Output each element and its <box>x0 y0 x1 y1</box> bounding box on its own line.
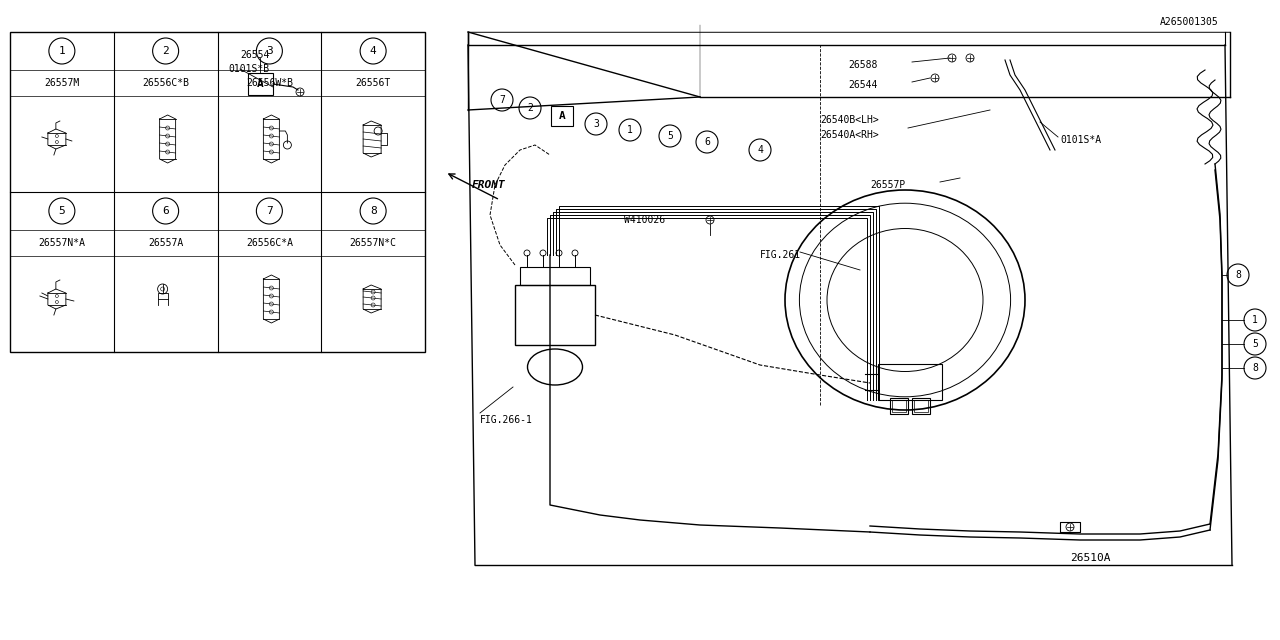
Text: A: A <box>558 111 566 121</box>
Text: 1: 1 <box>627 125 632 135</box>
Text: 26510A: 26510A <box>1070 553 1111 563</box>
Text: 6: 6 <box>704 137 710 147</box>
Text: 8: 8 <box>370 206 376 216</box>
Text: 26544: 26544 <box>849 80 877 90</box>
Text: 26556C*B: 26556C*B <box>142 78 189 88</box>
Bar <box>520 267 590 285</box>
Text: 7: 7 <box>499 95 504 105</box>
Text: 26557N*C: 26557N*C <box>349 238 397 248</box>
Text: 26557M: 26557M <box>45 78 79 88</box>
Text: 3: 3 <box>266 46 273 56</box>
Text: 5: 5 <box>667 131 673 141</box>
Text: 26556C*A: 26556C*A <box>246 238 293 248</box>
Text: 26540A<RH>: 26540A<RH> <box>820 130 879 140</box>
Text: 26554: 26554 <box>241 50 269 60</box>
Text: 2: 2 <box>527 103 532 113</box>
Bar <box>892 400 906 412</box>
Text: FRONT: FRONT <box>472 180 506 190</box>
Text: 4: 4 <box>756 145 763 155</box>
Text: 26540B<LH>: 26540B<LH> <box>820 115 879 125</box>
Text: 26557P: 26557P <box>870 180 905 190</box>
Text: 5: 5 <box>59 206 65 216</box>
Text: FIG.261: FIG.261 <box>760 250 801 260</box>
Text: 1: 1 <box>59 46 65 56</box>
Text: 2: 2 <box>163 46 169 56</box>
Text: 6: 6 <box>163 206 169 216</box>
Bar <box>913 398 931 414</box>
Text: 4: 4 <box>370 46 376 56</box>
Text: 26588: 26588 <box>849 60 877 70</box>
Bar <box>515 285 595 345</box>
Bar <box>890 398 908 414</box>
Text: 7: 7 <box>266 206 273 216</box>
Bar <box>248 73 273 95</box>
Text: A: A <box>256 79 264 89</box>
Text: 26557N*A: 26557N*A <box>38 238 86 248</box>
Text: FIG.266-1: FIG.266-1 <box>480 415 532 425</box>
Text: 26556W*B: 26556W*B <box>246 78 293 88</box>
Bar <box>550 106 573 126</box>
Bar <box>878 364 942 400</box>
Text: 0101S*B: 0101S*B <box>228 64 269 74</box>
Text: 26556T: 26556T <box>356 78 390 88</box>
Text: 0101S*A: 0101S*A <box>1060 135 1101 145</box>
Text: A265001305: A265001305 <box>1160 17 1219 27</box>
Text: W410026: W410026 <box>625 215 666 225</box>
Text: 3: 3 <box>593 119 599 129</box>
Text: 1: 1 <box>1252 315 1258 325</box>
Text: 26557A: 26557A <box>148 238 183 248</box>
Text: 8: 8 <box>1235 270 1240 280</box>
Text: 5: 5 <box>1252 339 1258 349</box>
Text: 8: 8 <box>1252 363 1258 373</box>
Bar <box>10 32 425 352</box>
Bar <box>914 400 928 412</box>
